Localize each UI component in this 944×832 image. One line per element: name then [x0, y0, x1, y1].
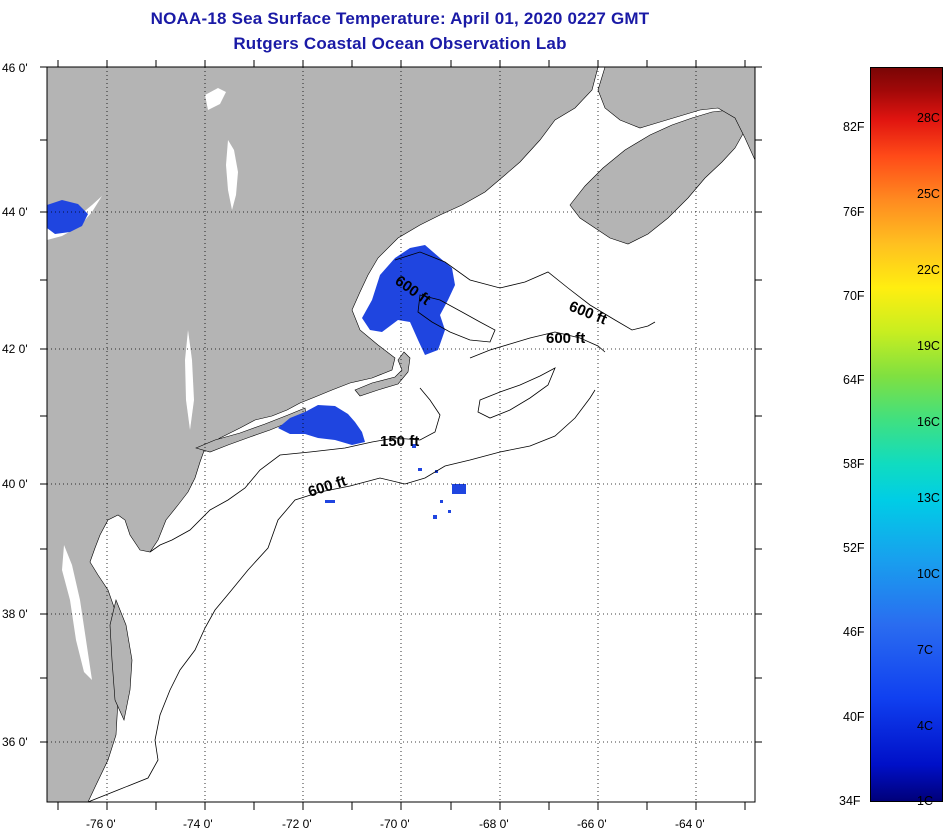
- bathymetry-contours: [87, 251, 656, 803]
- colorbar-label-1c: 1C: [917, 794, 933, 808]
- chart-subtitle: Rutgers Coastal Ocean Observation Lab: [233, 34, 567, 53]
- lat-label-44: 44 0': [2, 205, 28, 219]
- colorbar-label-52f: 52F: [843, 541, 865, 555]
- chesapeake-bay: [62, 545, 92, 680]
- lake-northeast: [205, 88, 226, 110]
- colorbar-label-25c: 25C: [917, 187, 940, 201]
- graticule: [47, 67, 755, 802]
- contour-600ft-georges: [469, 331, 606, 359]
- lon-label-66: -66 0': [577, 817, 607, 831]
- colorbar-label-4c: 4C: [917, 719, 933, 733]
- cold-patch-lake-ontario: [47, 200, 88, 234]
- colorbar-label-64f: 64F: [843, 373, 865, 387]
- contour-600ft-gulf-maine: [394, 251, 656, 331]
- lon-label-68: -68 0': [479, 817, 509, 831]
- land-cape-breton: [597, 66, 756, 161]
- contour-georges-bank: [477, 367, 556, 419]
- colorbar-label-7c: 7C: [917, 643, 933, 657]
- colorbar-label-10c: 10C: [917, 567, 940, 581]
- colorbar-label-34f: 34F: [839, 794, 861, 808]
- land-delmarva: [109, 599, 133, 721]
- cold-pixel-7: [440, 500, 443, 503]
- colorbar-label-70f: 70F: [843, 289, 865, 303]
- hudson-river: [185, 330, 194, 430]
- cold-pixel-4: [452, 484, 466, 494]
- contour-inner-gulf: [417, 294, 496, 343]
- land-masses: [46, 66, 756, 803]
- colorbar-label-82f: 82F: [843, 120, 865, 134]
- lon-label-76: -76 0': [86, 817, 116, 831]
- contour-150ft: [149, 387, 441, 553]
- contour-label-150ft: 150 ft: [380, 433, 419, 450]
- colorbar-label-19c: 19C: [917, 339, 940, 353]
- contour-600ft-shelf-edge: [87, 389, 596, 803]
- land-cape-cod: [354, 351, 411, 397]
- colorbar-label-13c: 13C: [917, 491, 940, 505]
- cold-water-pixels: [47, 200, 466, 519]
- cold-pixel-8: [325, 500, 335, 503]
- lat-label-42: 42 0': [2, 342, 28, 356]
- colorbar-label-76f: 76F: [843, 205, 865, 219]
- temperature-colorbar: [870, 67, 943, 802]
- cold-patch-southern-new-england: [278, 405, 365, 445]
- lon-label-70: -70 0': [380, 817, 410, 831]
- lon-label-72: -72 0': [282, 817, 312, 831]
- lat-label-36: 36 0': [2, 735, 28, 749]
- colorbar-label-16c: 16C: [917, 415, 940, 429]
- cold-pixel-2: [418, 468, 422, 471]
- tick-marks: [40, 60, 762, 810]
- lat-label-40: 40 0': [2, 477, 28, 491]
- cold-pixel-1: [412, 444, 416, 448]
- lat-label-46: 46 0': [2, 61, 28, 75]
- lake-champlain: [226, 140, 238, 210]
- colorbar-label-58f: 58F: [843, 457, 865, 471]
- lat-label-38: 38 0': [2, 607, 28, 621]
- chart-title: NOAA-18 Sea Surface Temperature: April 0…: [150, 9, 650, 28]
- delaware-bay: [104, 530, 116, 555]
- contour-label-600ft-georges: 600 ft: [546, 330, 585, 347]
- cold-pixel-6: [448, 510, 451, 513]
- land-nova-scotia: [569, 109, 745, 245]
- colorbar-label-22c: 22C: [917, 263, 940, 277]
- colorbar-label-40f: 40F: [843, 710, 865, 724]
- colorbar-label-46f: 46F: [843, 625, 865, 639]
- lon-label-64: -64 0': [675, 817, 705, 831]
- cold-patch-gulf-of-maine: [362, 245, 455, 355]
- lon-label-74: -74 0': [183, 817, 213, 831]
- cold-pixel-5: [433, 515, 437, 519]
- colorbar-label-28c: 28C: [917, 111, 940, 125]
